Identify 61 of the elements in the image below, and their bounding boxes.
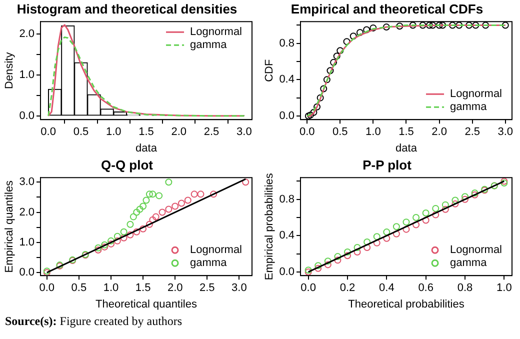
y-axis-title: Empirical probabilities xyxy=(264,172,276,280)
x-tick-label: 0.4 xyxy=(379,282,394,294)
legend-label: Lognormal xyxy=(190,244,242,256)
chart-title: Empirical and theoretical CDFs xyxy=(290,1,484,16)
x-tick-label: 3.0 xyxy=(232,282,247,294)
y-tick-label: 0.0 xyxy=(19,266,34,279)
y-tick-label: 0.0 xyxy=(279,266,294,278)
x-tick-label: 3.0 xyxy=(236,126,252,138)
y-tick-label: 1.0 xyxy=(19,236,34,248)
chart-title: Histogram and theoretical densities xyxy=(16,1,238,16)
x-tick-label: 0.2 xyxy=(340,282,356,294)
x-tick-label: 1.0 xyxy=(496,282,512,294)
legend-label: gamma xyxy=(450,257,488,270)
y-axis-title: Density xyxy=(4,52,16,89)
x-tick-label: 1.5 xyxy=(398,126,414,138)
x-tick-label: 0.5 xyxy=(332,126,348,138)
legend-label: Lognormal xyxy=(450,244,502,256)
y-tick-label: 0.8 xyxy=(279,37,294,50)
x-tick-label: 0.8 xyxy=(457,282,473,294)
chart-title: Q-Q plot xyxy=(101,157,154,172)
x-tick-label: 0.0 xyxy=(299,126,315,138)
x-tick-label: 0.0 xyxy=(300,282,316,294)
y-tick-label: 0.0 xyxy=(19,110,34,122)
x-tick-label: 0.6 xyxy=(418,282,434,294)
x-axis-title: data xyxy=(396,142,418,154)
y-tick-label: 0.8 xyxy=(279,193,294,206)
x-tick-label: 2.5 xyxy=(199,282,215,294)
x-tick-label: 3.0 xyxy=(498,126,514,138)
x-tick-label: 0.5 xyxy=(71,282,87,294)
legend-label: gamma xyxy=(450,101,488,114)
y-tick-label: 0.0 xyxy=(279,110,294,122)
x-axis-title: Theoretical quantiles xyxy=(95,298,198,310)
y-axis-title: Empirical quantiles xyxy=(4,180,16,273)
x-tick-label: 1.0 xyxy=(103,282,119,294)
x-tick-label: 2.0 xyxy=(432,126,447,138)
y-tick-label: 0.4 xyxy=(279,74,294,86)
legend-label: gamma xyxy=(190,257,228,270)
legend-label: Lognormal xyxy=(450,88,502,100)
y-tick-label: 2.0 xyxy=(19,28,34,40)
x-tick-label: 2.0 xyxy=(171,126,187,138)
y-tick-label: 2.0 xyxy=(19,206,34,218)
x-tick-label: 1.5 xyxy=(138,126,154,138)
x-tick-label: 1.0 xyxy=(106,126,122,138)
legend-label: gamma xyxy=(190,39,228,52)
y-tick-label: 3.0 xyxy=(19,176,34,188)
x-axis-title: data xyxy=(136,142,158,154)
x-tick-label: 1.0 xyxy=(366,126,381,138)
source-note: Source(s): Figure created by authors xyxy=(5,314,184,329)
y-axis-title: CDF xyxy=(264,59,276,82)
x-tick-label: 2.5 xyxy=(204,126,220,138)
x-tick-label: 2.5 xyxy=(464,126,480,138)
x-tick-label: 2.0 xyxy=(167,282,183,294)
x-axis-title: Theoretical probabilities xyxy=(348,298,465,310)
x-tick-label: 0.0 xyxy=(39,282,55,294)
chart-title: P-P plot xyxy=(362,157,412,172)
x-tick-label: 0.0 xyxy=(40,126,56,138)
x-tick-label: 1.5 xyxy=(135,282,151,294)
x-tick-label: 0.5 xyxy=(73,126,89,138)
y-tick-label: 0.4 xyxy=(279,230,294,242)
legend-label: Lognormal xyxy=(190,26,242,38)
y-tick-label: 1.0 xyxy=(19,68,34,81)
